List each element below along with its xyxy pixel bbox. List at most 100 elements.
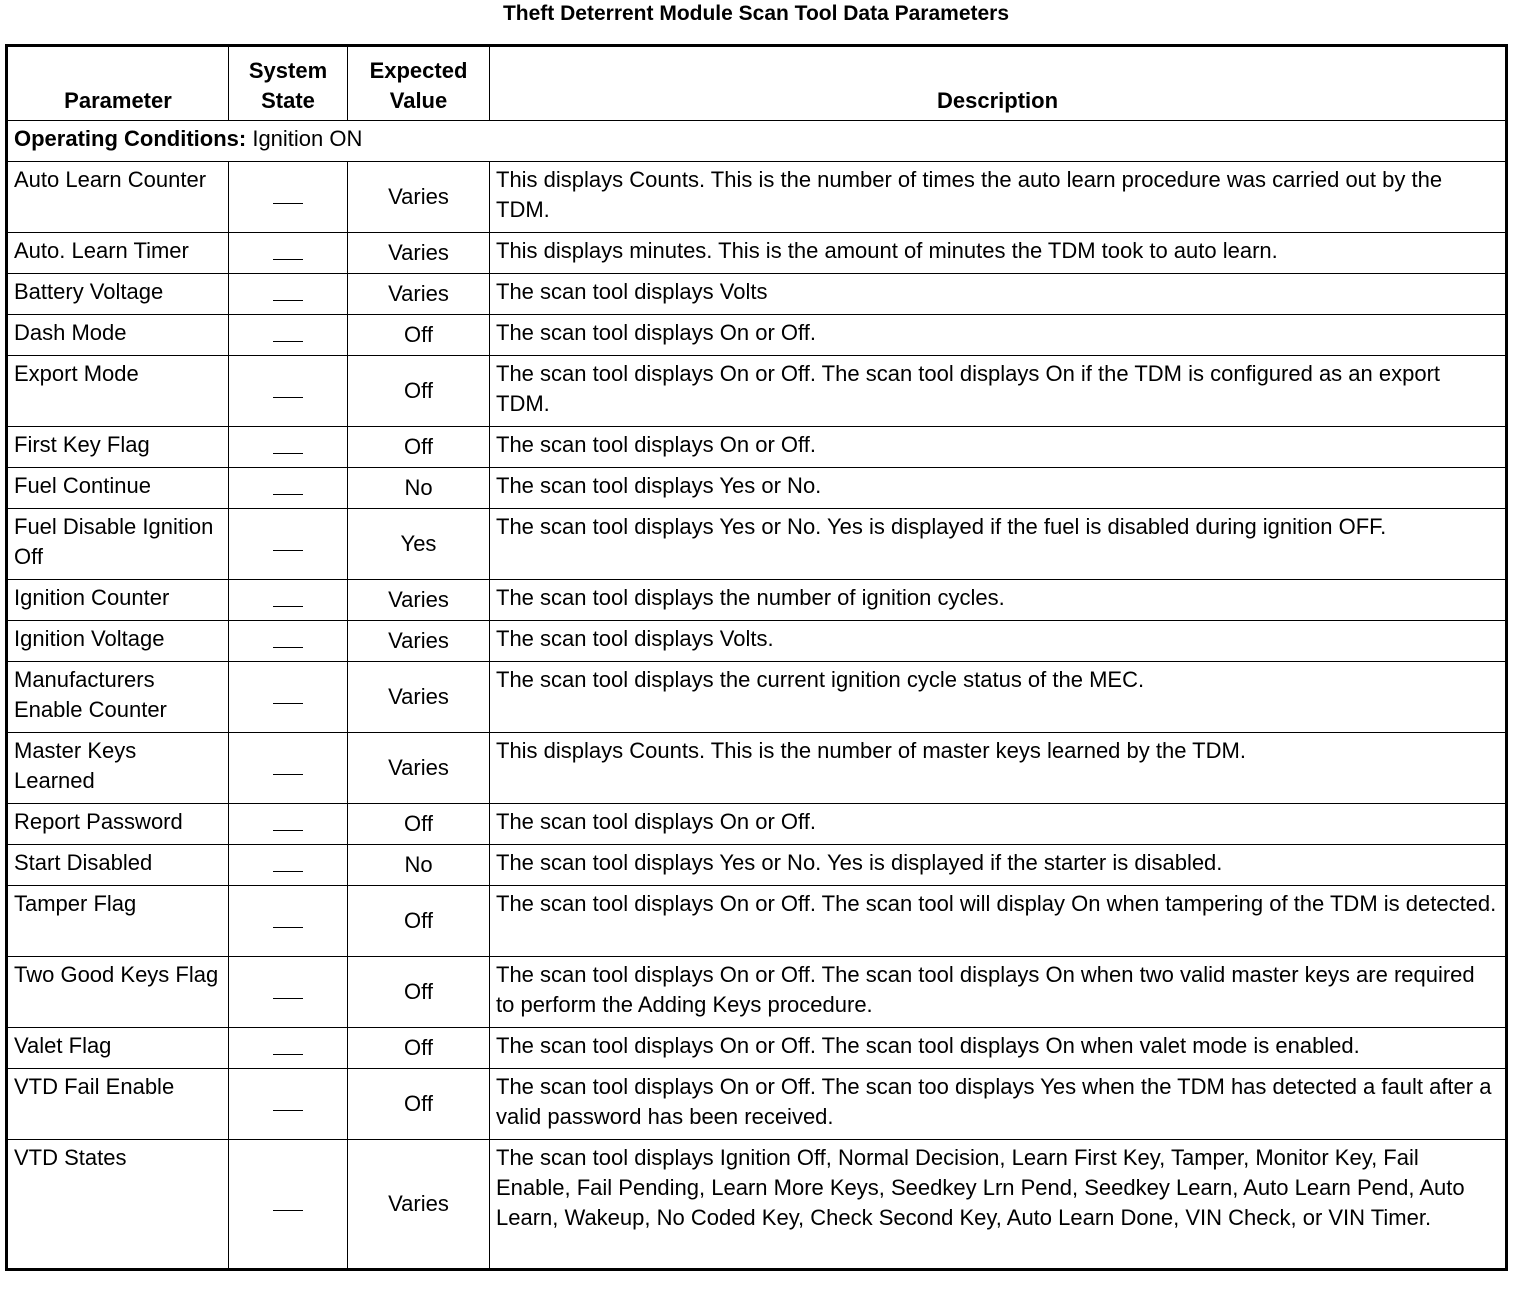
expected-value-cell: Off (347, 1068, 490, 1140)
description-cell: This displays minutes. This is the amoun… (489, 232, 1507, 274)
table-row: Battery Voltage Varies The scan tool displ… (6, 273, 1507, 315)
dash-mark (273, 397, 303, 398)
system-state-cell (228, 803, 348, 845)
description-cell: The scan tool displays On or Off. (489, 426, 1507, 468)
expected-value-cell: Varies (347, 620, 490, 662)
parameter-cell: Ignition Counter (6, 579, 229, 621)
document-title: Theft Deterrent Module Scan Tool Data Pa… (502, 2, 1010, 25)
dash-mark (273, 774, 303, 775)
dash-mark (273, 203, 303, 204)
expected-value-cell: Off (347, 426, 490, 468)
parameter-cell: Fuel Continue (6, 467, 229, 509)
dash-mark (273, 606, 303, 607)
table-row: Fuel Continue No The scan tool displays Ye… (6, 467, 1507, 509)
dash-mark (273, 871, 303, 872)
description-cell: This displays Counts. This is the number… (489, 161, 1507, 233)
expected-value-cell: Off (347, 314, 490, 356)
table-row: Valet Flag Off The scan tool displays On o… (6, 1027, 1507, 1069)
description-cell: The scan tool displays Yes or No. Yes is… (489, 508, 1507, 580)
system-state-cell (228, 885, 348, 957)
parameter-cell: Battery Voltage (6, 273, 229, 315)
parameter-cell: First Key Flag (6, 426, 229, 468)
header-expected-value: Expected Value (347, 45, 490, 121)
table-row: VTD Fail Enable Off The scan tool displays… (6, 1068, 1507, 1140)
table-row: Tamper Flag Off The scan tool displays On … (6, 885, 1507, 957)
system-state-cell (228, 1027, 348, 1069)
system-state-cell (228, 956, 348, 1028)
operating-conditions-value: Ignition ON (252, 126, 363, 151)
expected-value-cell: No (347, 467, 490, 509)
table-row: Dash Mode Off The scan tool displays On or… (6, 314, 1507, 356)
table-row: Auto. Learn Timer Varies This displays min… (6, 232, 1507, 274)
system-state-cell (228, 355, 348, 427)
system-state-cell (228, 579, 348, 621)
description-cell: The scan tool displays Ignition Off, Nor… (489, 1139, 1507, 1270)
operating-conditions: Operating Conditions: Ignition ON (6, 120, 1507, 162)
description-cell: The scan tool displays On or Off. The sc… (489, 956, 1507, 1028)
parameter-cell: Master Keys Learned (6, 732, 229, 804)
system-state-cell (228, 314, 348, 356)
scan-tool-data-table: Parameter System State Expected Value De… (5, 44, 1508, 1271)
parameter-cell: Auto Learn Counter (6, 161, 229, 233)
table-row: Manufacturers Enable Counter Varies The sc… (6, 661, 1507, 733)
expected-value-cell: Off (347, 355, 490, 427)
dash-mark (273, 998, 303, 999)
description-cell: The scan tool displays On or Off. (489, 314, 1507, 356)
dash-mark (273, 1110, 303, 1111)
table-row: Ignition Voltage Varies The scan tool disp… (6, 620, 1507, 662)
dash-mark (273, 550, 303, 551)
parameter-cell: Valet Flag (6, 1027, 229, 1069)
table-row: First Key Flag Off The scan tool displays … (6, 426, 1507, 468)
system-state-cell (228, 1068, 348, 1140)
operating-conditions-label: Operating Conditions: (14, 126, 247, 151)
parameter-cell: Start Disabled (6, 844, 229, 886)
table-row: Ignition Counter Varies The scan tool disp… (6, 579, 1507, 621)
header-parameter: Parameter (6, 45, 229, 121)
system-state-cell (228, 508, 348, 580)
description-cell: The scan tool displays On or Off. The sc… (489, 885, 1507, 957)
header-system-state: System State (228, 45, 348, 121)
expected-value-cell: Off (347, 803, 490, 845)
description-cell: The scan tool displays Volts. (489, 620, 1507, 662)
expected-value-cell: No (347, 844, 490, 886)
dash-mark (273, 1210, 303, 1211)
expected-value-cell: Varies (347, 161, 490, 233)
expected-value-cell: Varies (347, 273, 490, 315)
dash-mark (273, 927, 303, 928)
description-cell: The scan tool displays On or Off. The sc… (489, 1027, 1507, 1069)
description-cell: The scan tool displays the number of ign… (489, 579, 1507, 621)
table-row: VTD States Varies The scan tool displays I… (6, 1139, 1507, 1270)
dash-mark (273, 647, 303, 648)
dash-mark (273, 453, 303, 454)
expected-value-cell: Varies (347, 732, 490, 804)
expected-value-cell: Off (347, 956, 490, 1028)
expected-value-cell: Off (347, 885, 490, 957)
dash-mark (273, 259, 303, 260)
operating-conditions-row: Operating Conditions: Ignition ON (6, 120, 1507, 162)
parameter-cell: Auto. Learn Timer (6, 232, 229, 274)
system-state-cell (228, 273, 348, 315)
description-cell: The scan tool displays On or Off. The sc… (489, 1068, 1507, 1140)
system-state-cell (228, 161, 348, 233)
table-row: Report Password Off The scan tool displays… (6, 803, 1507, 845)
header-description: Description (489, 45, 1507, 121)
system-state-cell (228, 661, 348, 733)
parameter-cell: Two Good Keys Flag (6, 956, 229, 1028)
parameter-cell: VTD Fail Enable (6, 1068, 229, 1140)
header-row: Parameter System State Expected Value De… (6, 45, 1507, 121)
expected-value-cell: Yes (347, 508, 490, 580)
description-cell: The scan tool displays On or Off. The sc… (489, 355, 1507, 427)
expected-value-cell: Varies (347, 1139, 490, 1270)
dash-mark (273, 1054, 303, 1055)
system-state-cell (228, 426, 348, 468)
system-state-cell (228, 844, 348, 886)
expected-value-cell: Varies (347, 661, 490, 733)
description-cell: The scan tool displays Yes or No. Yes is… (489, 844, 1507, 886)
expected-value-cell: Off (347, 1027, 490, 1069)
table-row: Start Disabled No The scan tool displays Y… (6, 844, 1507, 886)
parameter-cell: Tamper Flag (6, 885, 229, 957)
system-state-cell (228, 232, 348, 274)
parameter-cell: Ignition Voltage (6, 620, 229, 662)
description-cell: The scan tool displays On or Off. (489, 803, 1507, 845)
system-state-cell (228, 1139, 348, 1270)
